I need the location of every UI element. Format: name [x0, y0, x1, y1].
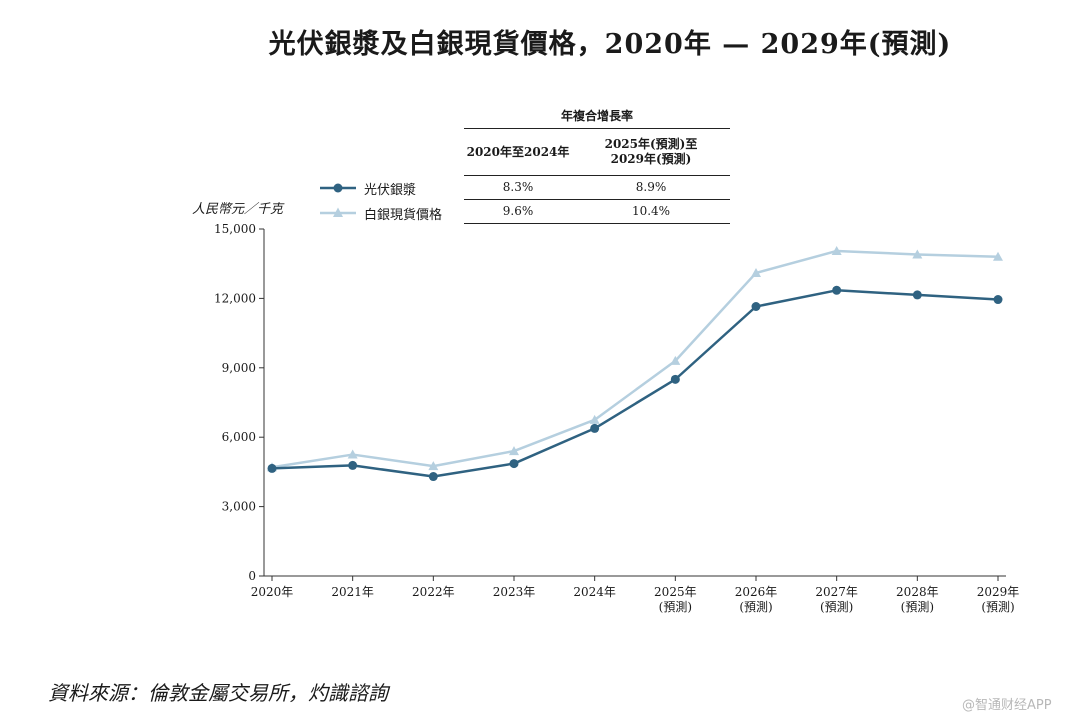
cagr-col2-line2: 2029年(預測) — [610, 152, 692, 166]
x-tick-label: 2024年 — [573, 585, 616, 599]
data-point — [348, 460, 358, 470]
x-tick-label: (預測) — [901, 600, 934, 614]
data-point — [428, 472, 438, 482]
x-tick-label: 2025年 — [654, 585, 697, 599]
x-tick-label: 2027年 — [815, 585, 858, 599]
x-tick-label: 2029年 — [977, 585, 1020, 599]
x-tick-label: 2026年 — [735, 585, 778, 599]
data-point — [912, 249, 923, 259]
legend-line-triangle-icon — [320, 207, 356, 217]
cagr-value: 8.3% — [502, 180, 534, 194]
series-line — [271, 289, 999, 478]
data-point — [751, 301, 761, 311]
source-note: 資料來源：倫敦金屬交易所，灼識諮詢 — [48, 681, 388, 705]
legend-label: 白銀現貨價格 — [364, 207, 443, 223]
data-point — [912, 290, 922, 300]
cagr-table: 年複合增長率 2020年至2024年 2025年(預測)至 2029年(預測) … — [464, 104, 730, 224]
data-point — [993, 295, 1003, 305]
cagr-value: 8.9% — [635, 180, 667, 194]
data-point — [267, 463, 277, 473]
watermark: @智通财经APP — [962, 698, 1052, 713]
data-point — [428, 461, 439, 471]
cagr-header: 年複合增長率 — [464, 104, 730, 129]
cagr-value: 10.4% — [631, 204, 671, 218]
legend-line-circle-icon — [320, 183, 356, 193]
data-point — [993, 251, 1003, 261]
y-tick-label: 0 — [248, 569, 256, 583]
data-point — [589, 414, 600, 424]
x-tick-label: (預測) — [981, 600, 1014, 614]
y-tick-label: 9,000 — [222, 361, 256, 375]
cagr-row-silver-paste: 8.3% 8.9% — [464, 176, 730, 200]
cagr-col1-header: 2020年至2024年 — [466, 144, 570, 159]
x-tick-label: 2022年 — [412, 585, 455, 599]
cagr-col2-header: 2025年(預測)至 2029年(預測) — [572, 137, 730, 167]
cagr-column-headers: 2020年至2024年 2025年(預測)至 2029年(預測) — [464, 129, 730, 176]
data-point — [751, 267, 761, 277]
series-line — [271, 249, 999, 469]
y-axis-unit-label: 人民幣元／千克 — [192, 202, 284, 217]
cagr-row-silver-spot: 9.6% 10.4% — [464, 200, 730, 224]
data-point — [509, 459, 519, 469]
y-tick-label: 12,000 — [214, 291, 256, 305]
y-tick-label: 15,000 — [214, 222, 256, 236]
y-tick-label: 3,000 — [222, 500, 256, 514]
x-tick-label: 2020年 — [251, 585, 294, 599]
cagr-value: 9.6% — [502, 204, 534, 218]
x-tick-label: (預測) — [820, 600, 853, 614]
data-point — [590, 423, 600, 433]
legend-item-silver-paste: 光伏銀漿 — [320, 178, 416, 198]
x-tick-label: 2021年 — [331, 585, 374, 599]
legend-item-silver-spot: 白銀現貨價格 — [320, 203, 442, 223]
x-tick-label: 2023年 — [493, 585, 536, 599]
legend-label: 光伏銀漿 — [364, 182, 417, 198]
cagr-col2-line1: 2025年(預測)至 — [604, 137, 698, 151]
y-tick-label: 6,000 — [222, 430, 256, 444]
data-point — [831, 245, 842, 255]
data-point — [670, 355, 681, 365]
x-tick-label: (預測) — [739, 600, 772, 614]
data-point — [670, 374, 680, 384]
data-point — [509, 446, 519, 456]
x-tick-label: (預測) — [659, 600, 692, 614]
line-chart: 0 3,000 6,000 9,000 12,000 15,000 2020年 2021年 20… — [214, 222, 1020, 614]
x-tick-label: 2028年 — [896, 585, 939, 599]
data-point — [832, 285, 842, 295]
chart-title: 光伏銀漿及白銀現貨價格，2020年 — 2029年(預測) — [268, 29, 952, 60]
data-point — [347, 449, 358, 459]
